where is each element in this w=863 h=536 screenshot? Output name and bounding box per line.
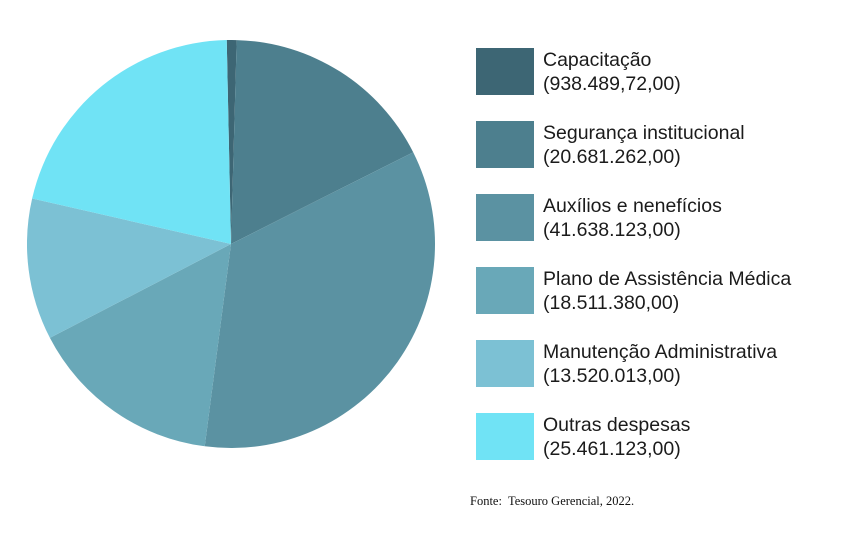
legend-label: Plano de Assistência Médica [543,268,792,290]
pie-slice-manutencao-administrativa [26,198,231,338]
legend-item-capacitacao: Capacitação (938.489,72,00) [476,48,791,96]
legend-text-capacitacao: Capacitação (938.489,72,00) [543,48,681,96]
legend-value: (20.681.262,00) [543,145,681,168]
legend-text-seguranca-institucional: Segurança institucional (20.681.262,00) [543,121,745,169]
legend-item-outras-despesas: Outras despesas (25.461.123,00) [476,413,791,461]
legend-item-plano-de-assistencia-medica: Plano de Assistência Médica (18.511.380,0… [476,267,791,315]
legend-label: Manutenção Administrativa [543,341,778,363]
legend-label: Capacitação [543,49,652,71]
legend-text-plano-de-assistencia-medica: Plano de Assistência Médica (18.511.380,0… [543,267,791,315]
legend-swatch-plano-de-assistencia-medica [476,267,534,314]
legend-item-manutencao-administrativa: Manutenção Administrativa (13.520.013,00) [476,340,791,388]
pie-slice-plano-de-assistencia-medica [49,244,231,447]
legend-value: (25.461.123,00) [543,437,681,460]
legend-item-seguranca-institucional: Segurança institucional (20.681.262,00) [476,121,791,169]
legend-label: Auxílios e nenefícios [543,195,722,217]
legend-swatch-manutencao-administrativa [476,340,534,387]
legend-value: (938.489,72,00) [543,72,681,95]
legend-label: Segurança institucional [543,122,745,144]
pie-chart-container [26,39,436,448]
legend-value: (18.511.380,00) [543,291,680,314]
legend-label: Outras despesas [543,414,691,436]
legend-swatch-auxilios-e-neneficios [476,194,534,241]
pie-slice-auxilios-e-neneficios [204,152,436,448]
legend-value: (41.638.123,00) [543,218,681,241]
legend-item-auxilios-e-neneficios: Auxílios e nenefícios (41.638.123,00) [476,194,791,242]
legend-swatch-capacitacao [476,48,534,95]
legend-text-auxilios-e-neneficios: Auxílios e nenefícios (41.638.123,00) [543,194,722,242]
legend-value: (13.520.013,00) [543,364,681,387]
legend: Capacitação (938.489,72,00) Segurança inst… [476,48,791,461]
legend-swatch-outras-despesas [476,413,534,460]
pie-slice-outras-despesas [32,40,231,244]
source-note: Fonte: Tesouro Gerencial, 2022. [470,494,635,508]
legend-swatch-seguranca-institucional [476,121,534,168]
pie-slice-capacitacao [226,39,237,244]
pie-slice-seguranca-institucional [231,40,414,244]
legend-text-manutencao-administrativa: Manutenção Administrativa (13.520.013,00) [543,340,777,388]
pie-chart [26,39,436,448]
legend-text-outras-despesas: Outras despesas (25.461.123,00) [543,413,690,461]
